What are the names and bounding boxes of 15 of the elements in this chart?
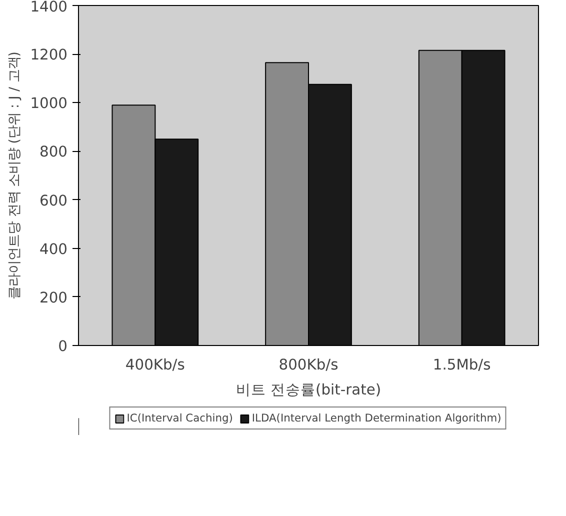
y-tick-label: 200 xyxy=(40,289,68,306)
legend-label: IC(Interval Caching) xyxy=(126,412,233,424)
x-tick-label: 1.5Mb/s xyxy=(432,356,491,374)
y-tick-label: 1400 xyxy=(30,0,68,16)
y-tick-label: 1200 xyxy=(30,46,68,64)
x-axis-title: 비트 전송률(bit-rate) xyxy=(236,382,382,398)
y-tick-label: 1000 xyxy=(30,95,68,112)
y-tick-label: 400 xyxy=(40,240,68,258)
x-tick-label: 800Kb/s xyxy=(278,356,338,374)
y-axis-title: 클라이언트당 전력 소비량 (단위 : J / 고객) xyxy=(8,52,22,300)
y-tick-label: 600 xyxy=(40,192,68,210)
y-tick-label: 800 xyxy=(40,144,68,161)
x-tick-label: 400Kb/s xyxy=(125,356,185,374)
legend-label: ILDA(Interval Length Determination Algorithm) xyxy=(252,412,502,424)
y-tick-label: 0 xyxy=(58,338,68,355)
